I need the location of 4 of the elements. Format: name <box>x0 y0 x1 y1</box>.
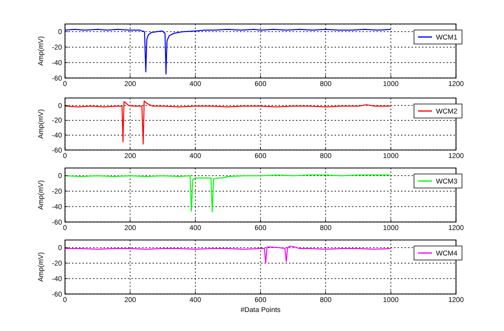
line-series <box>64 100 392 145</box>
line-series <box>64 246 392 264</box>
line-series <box>64 174 392 212</box>
line-series <box>64 28 392 75</box>
